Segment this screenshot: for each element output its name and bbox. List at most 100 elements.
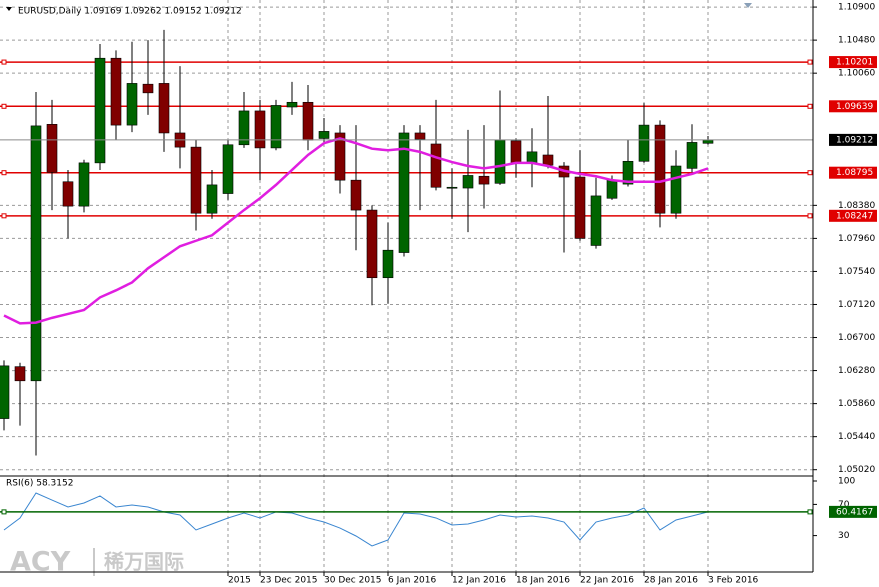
x-tick-label: 2015 [228,576,251,586]
candle-body [62,181,74,207]
candle-body [286,101,298,108]
candle-body [126,83,138,126]
watermark-text: 稀万国际 [104,550,184,574]
x-tick-label: 6 Jan 2016 [388,576,436,586]
candle-body [622,160,634,185]
candle-body [670,165,682,214]
candle-body [654,124,666,214]
y-tick-label: 1.10900 [838,3,875,13]
level-handle [807,170,813,176]
x-tick-label: 3 Feb 2016 [708,576,759,586]
rsi-current-box [829,505,877,518]
candle-body [430,143,442,188]
shift-marker[interactable] [744,3,752,8]
candle-body [190,146,202,214]
level-label-box [829,166,877,179]
candle-body [94,57,106,164]
y-tick-label: 1.06280 [838,366,875,376]
y-tick-label: 1.05860 [838,399,875,409]
candle-body [142,83,154,94]
y-tick-label: 1.08380 [838,201,875,211]
candle-body [590,195,602,246]
level-label: 1.08247 [836,211,873,221]
candle-body [14,366,26,382]
candle-body [30,125,42,382]
x-tick-label: 28 Jan 2016 [644,576,698,586]
x-tick-label: 23 Dec 2015 [260,576,318,586]
x-tick-label: 12 Jan 2016 [452,576,506,586]
candle-body [334,132,346,181]
level-handle [1,59,7,65]
candle-body [302,101,314,141]
level-handle [807,509,813,515]
rsi-line [3,492,709,547]
candle-body [494,139,506,184]
y-tick-label: 1.10480 [838,36,875,46]
candle-body [382,249,394,279]
candle-body [318,131,330,139]
candle-body [638,124,650,162]
x-tick-label: 22 Jan 2016 [580,576,634,586]
candle-body [206,184,218,214]
rsi-current-label: 60.4167 [836,507,873,517]
level-label-box [829,209,877,222]
level-handle [807,213,813,219]
candle-body [270,105,282,149]
candle-body [446,186,458,189]
menu-arrow[interactable] [6,7,12,11]
y-tick-label: 1.07540 [838,267,875,277]
level-label: 1.09639 [836,102,873,112]
candle-body [606,179,618,199]
x-tick-label: 18 Jan 2016 [516,576,570,586]
level-label: 1.08795 [836,168,873,178]
y-tick-label: 1.07120 [838,300,875,310]
y-tick-label: 1.06700 [838,333,875,343]
rsi-title: RSI(6) 58.3152 [6,479,73,489]
y-tick-label: 100 [838,477,855,487]
candle-body [478,175,490,185]
level-label: 1.10201 [836,58,873,68]
candle-body [46,124,58,173]
candle-body [526,151,538,164]
candle-body [350,179,362,211]
candle-body [222,144,234,194]
level-label-box [829,100,877,113]
y-tick-label: 70 [838,500,850,510]
candle-body [702,139,714,144]
level-handle [1,103,7,109]
y-tick-label: 1.10060 [838,69,875,79]
candle-body [110,57,122,126]
candle-body [542,154,554,166]
candle-body [0,365,10,419]
current-price-box [829,133,877,146]
level-handle [807,103,813,109]
candle-body [414,132,426,140]
moving-average [3,137,709,325]
candle-body [574,176,586,239]
level-label-box [829,56,877,69]
candle-body [238,110,250,146]
candle-body [462,175,474,189]
candle-body [366,209,378,279]
level-handle [1,509,7,515]
current-price-label: 1.09212 [836,135,873,145]
candle-body [254,110,266,149]
y-tick-label: 30 [838,531,850,541]
y-tick-label: 1.07960 [838,234,875,244]
chart-title: EURUSD,Daily 1.09169 1.09262 1.09152 1.0… [18,7,242,17]
watermark-logo: ACY [10,547,71,578]
y-tick-label: 1.05020 [838,465,875,475]
candle-body [398,132,410,253]
candle-body [510,140,522,164]
x-tick-label: 30 Dec 2015 [324,576,382,586]
candle-body [78,162,90,207]
level-handle [807,59,813,65]
candle-body [686,142,698,169]
candle-body [158,83,170,134]
level-handle [1,170,7,176]
level-handle [1,213,7,219]
y-tick-label: 1.05440 [838,432,875,442]
